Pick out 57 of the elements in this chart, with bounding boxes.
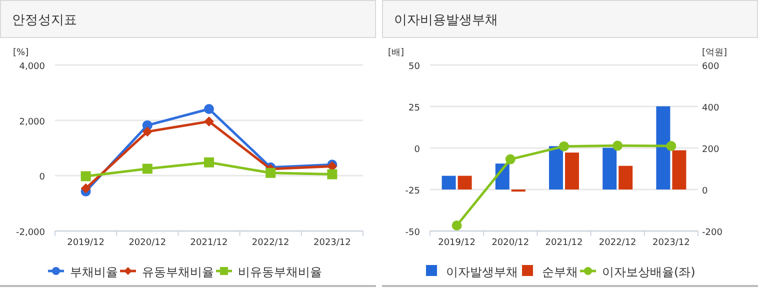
y-tick-label: 25 — [408, 104, 420, 114]
bar — [602, 148, 617, 190]
bar — [656, 106, 670, 190]
bar — [458, 176, 472, 190]
y-tick-label: 2,000 — [19, 117, 46, 128]
point — [452, 220, 462, 231]
y-axis-title: [배] — [388, 48, 404, 58]
point — [505, 154, 516, 164]
y-tick-label: 50 — [408, 62, 420, 72]
point — [559, 141, 569, 152]
legend-label: 이자발생부채 — [446, 265, 518, 279]
point — [142, 126, 152, 137]
y-tick-label: 4,000 — [19, 62, 46, 72]
y2-tick-label: 400 — [702, 104, 720, 114]
y-tick-label: -2,000 — [16, 228, 46, 238]
x-tick-label: 2019/12 — [438, 238, 476, 248]
x-tick-label: 2023/12 — [314, 238, 351, 248]
y-tick-label: 0 — [39, 172, 46, 183]
bar — [549, 146, 563, 190]
chart-title: 이자비용발생부채 — [394, 13, 498, 28]
y-tick-label: 0 — [414, 145, 420, 155]
y2-tick-label: -200 — [702, 228, 723, 238]
point — [204, 104, 214, 114]
y2-tick-label: 200 — [702, 145, 720, 155]
x-tick-label: 2022/12 — [598, 238, 636, 248]
y-tick-label: -25 — [405, 186, 420, 196]
x-tick-label: 2023/12 — [652, 238, 690, 248]
chart-title: 안정성지표 — [12, 13, 77, 28]
point — [204, 157, 214, 168]
bar — [565, 152, 579, 190]
point — [327, 169, 338, 180]
y2-tick-label: 0 — [702, 186, 708, 196]
y-axis-title: [%] — [13, 48, 29, 58]
point — [80, 183, 91, 194]
legend-label: 이자보상배율(좌) — [602, 265, 696, 279]
legend-label: 순부채 — [542, 265, 578, 279]
x-tick-label: 2020/12 — [492, 238, 530, 248]
x-tick-label: 2021/12 — [545, 238, 583, 248]
x-tick-label: 2019/12 — [67, 238, 104, 248]
point — [612, 140, 623, 151]
point — [266, 168, 276, 178]
bar — [618, 166, 633, 190]
y-tick-label: -50 — [405, 228, 420, 238]
point — [666, 141, 676, 152]
bar — [442, 176, 456, 190]
x-tick-label: 2021/12 — [190, 238, 228, 248]
bar — [672, 150, 686, 190]
legend-label: 비유동부채비율 — [238, 265, 322, 279]
point — [204, 116, 214, 126]
y2-axis-title: [억원] — [702, 48, 728, 58]
legend-label: 부채비율 — [70, 265, 118, 279]
y2-tick-label: 600 — [702, 62, 720, 72]
legend-label: 유동부채비율 — [142, 265, 214, 279]
point — [142, 164, 152, 174]
x-tick-label: 2020/12 — [128, 238, 166, 248]
x-tick-label: 2022/12 — [252, 238, 290, 248]
point — [80, 171, 91, 182]
